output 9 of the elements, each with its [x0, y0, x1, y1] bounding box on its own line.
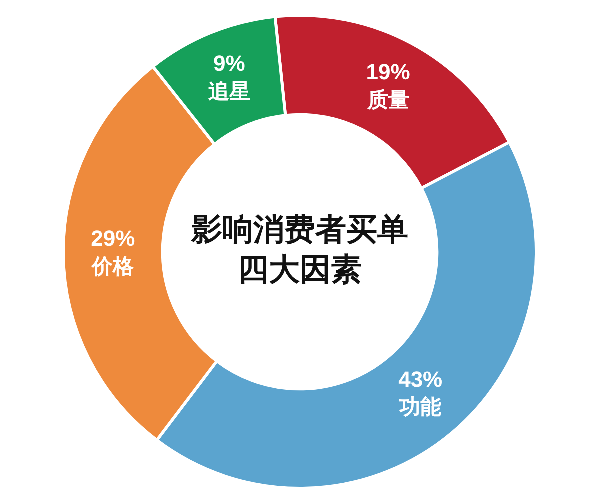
data-label: 29%: [91, 226, 136, 252]
slice-label: 功能: [398, 395, 442, 420]
data-label: 43%: [398, 366, 443, 392]
slice-label: 质量: [366, 88, 410, 112]
data-label: 19%: [366, 59, 410, 84]
slice-label: 价格: [91, 254, 136, 278]
data-label: 9%: [214, 51, 246, 76]
text: 影响消费者买单四大因素: [190, 212, 408, 288]
slice-label: 追星: [208, 79, 250, 104]
